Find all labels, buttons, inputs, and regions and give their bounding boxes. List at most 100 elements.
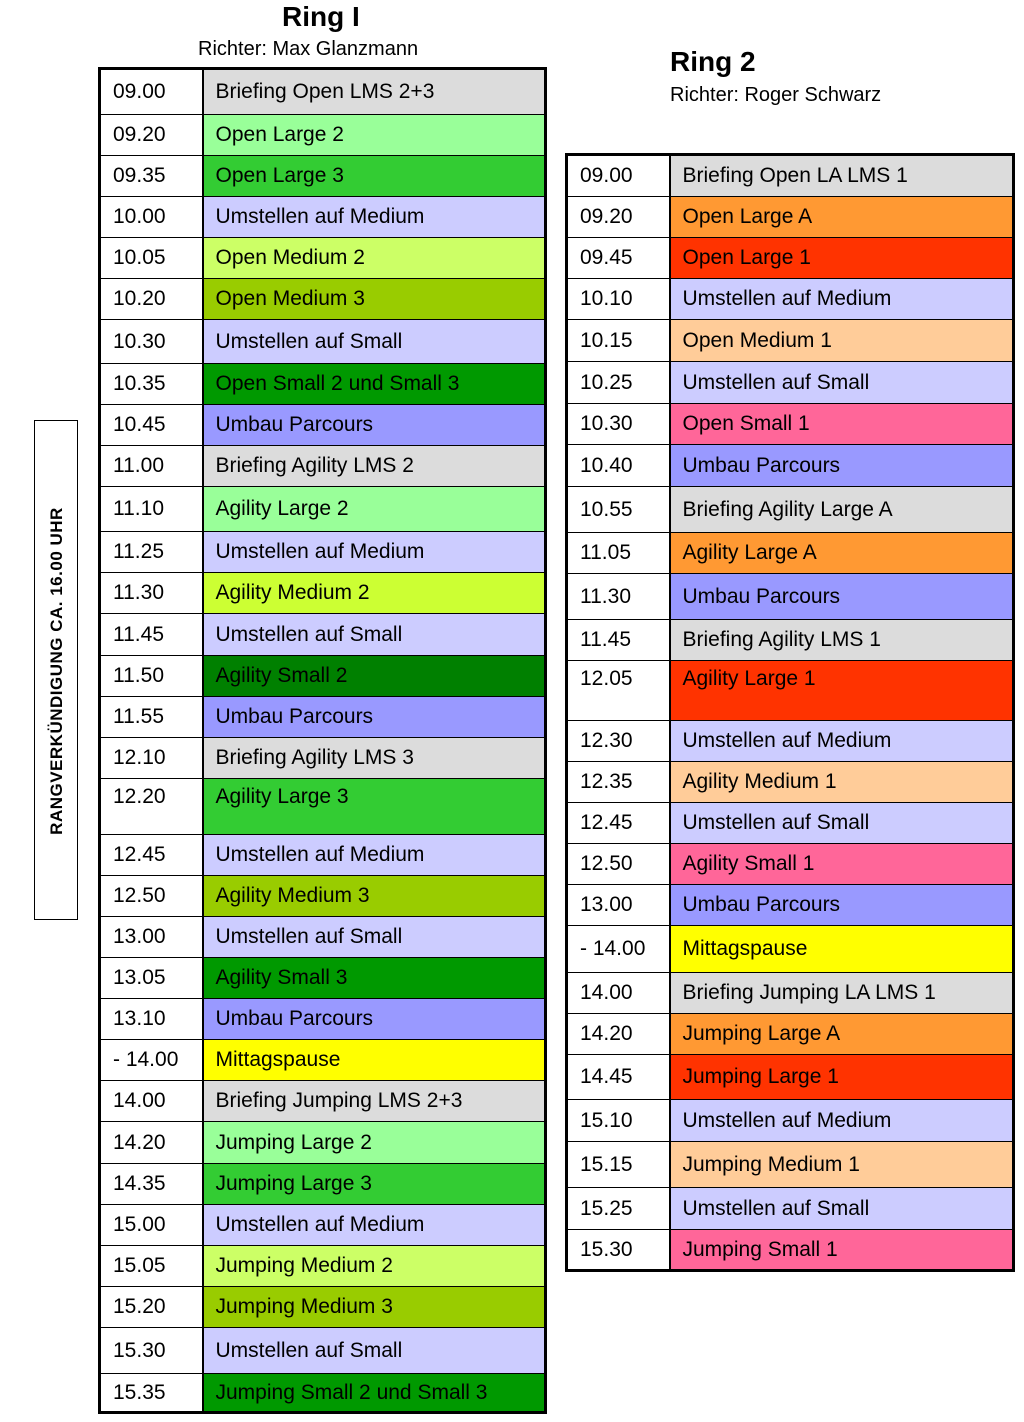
schedule-event: Umbau Parcours [202,404,546,446]
schedule-row: 12.45 Umstellen auf Small [566,802,1014,844]
schedule-event: Agility Small 2 [202,655,546,697]
schedule-row: 09.45 Open Large 1 [566,237,1014,279]
schedule-event: Briefing Open LMS 2+3 [202,68,546,115]
schedule-event: Briefing Agility LMS 2 [202,445,546,487]
schedule-event: Open Small 2 und Small 3 [202,363,546,405]
schedule-row: 10.40 Umbau Parcours [566,444,1014,487]
schedule-event: Open Small 1 [669,403,1014,445]
schedule-row: 15.30 Umstellen auf Small [99,1327,546,1374]
schedule-event: Umstellen auf Small [669,1187,1014,1230]
ring2-judge: Richter: Roger Schwarz [670,84,882,106]
schedule-time: 15.25 [566,1187,671,1230]
ring2-title: Ring 2 [670,46,756,77]
schedule-row: 12.20 Agility Large 3 [99,778,546,835]
schedule-row: 10.25 Umstellen auf Small [566,361,1014,404]
schedule-event: Briefing Jumping LA LMS 1 [669,972,1014,1014]
schedule-time: 10.35 [99,363,204,405]
schedule-event: Jumping Large 1 [669,1054,1014,1100]
schedule-row: 15.10 Umstellen auf Medium [566,1099,1014,1142]
schedule-time: 10.05 [99,237,204,279]
schedule-row: 12.50 Agility Medium 3 [99,875,546,917]
schedule-row: 14.00 Briefing Jumping LMS 2+3 [99,1080,546,1122]
schedule-row: 13.10 Umbau Parcours [99,998,546,1040]
schedule-time: 09.45 [566,237,671,279]
schedule-event: Umstellen auf Medium [202,1204,546,1246]
schedule-event: Umbau Parcours [202,998,546,1040]
schedule-event: Agility Large 2 [202,486,546,532]
schedule-event: Umstellen auf Small [202,1327,546,1374]
schedule-row: 15.20 Jumping Medium 3 [99,1286,546,1328]
schedule-event: Jumping Large A [669,1013,1014,1055]
schedule-event: Agility Large 1 [669,660,1014,721]
schedule-time: - 14.00 [566,925,671,973]
schedule-row: 15.25 Umstellen auf Small [566,1187,1014,1230]
schedule-time: 09.00 [566,154,671,197]
schedule-time: 10.20 [99,278,204,320]
schedule-event: Open Medium 2 [202,237,546,279]
schedule-time: 10.40 [566,444,671,487]
schedule-row: 09.00 Briefing Open LA LMS 1 [566,154,1014,197]
schedule-row: 15.05 Jumping Medium 2 [99,1245,546,1287]
schedule-event: Open Medium 1 [669,319,1014,362]
schedule-event: Agility Large 3 [202,778,546,835]
schedule-row: 09.20 Open Large A [566,196,1014,238]
schedule-row: 10.30 Open Small 1 [566,403,1014,445]
schedule-time: 13.05 [99,957,204,999]
schedule-time: 15.35 [99,1373,204,1413]
schedule-row: - 14.00 Mittagspause [99,1039,546,1081]
schedule-time: 14.20 [566,1013,671,1055]
schedule-event: Open Large 2 [202,114,546,156]
ring1-title: Ring I [282,1,360,32]
schedule-row: 10.10 Umstellen auf Medium [566,278,1014,320]
schedule-time: 11.50 [99,655,204,697]
schedule-event: Umstellen auf Medium [202,834,546,876]
schedule-time: 10.55 [566,486,671,533]
schedule-row: 11.30 Umbau Parcours [566,573,1014,620]
schedule-time: 11.30 [566,573,671,620]
schedule-row: 09.00 Briefing Open LMS 2+3 [99,68,546,115]
schedule-time: 12.35 [566,761,671,803]
schedule-event: Umbau Parcours [669,444,1014,487]
ring2-schedule-table: 09.00 Briefing Open LA LMS 1 09.20 Open Lar… [565,153,1015,1272]
schedule-time: 13.00 [566,884,671,926]
schedule-time: 10.30 [99,319,204,364]
schedule-row: 15.15 Jumping Medium 1 [566,1141,1014,1188]
schedule-event: Umstellen auf Medium [669,278,1014,320]
schedule-row: 11.55 Umbau Parcours [99,696,546,738]
schedule-row: 12.50 Agility Small 1 [566,843,1014,885]
schedule-row: 15.00 Umstellen auf Medium [99,1204,546,1246]
schedule-event: Jumping Large 2 [202,1121,546,1164]
schedule-row: 12.30 Umstellen auf Medium [566,720,1014,762]
schedule-row: 14.00 Briefing Jumping LA LMS 1 [566,972,1014,1014]
schedule-row: 09.20 Open Large 2 [99,114,546,156]
schedule-row: 15.30 Jumping Small 1 [566,1229,1014,1271]
schedule-event: Umstellen auf Medium [669,1099,1014,1142]
schedule-event: Open Large 3 [202,155,546,197]
schedule-time: 09.35 [99,155,204,197]
schedule-time: 12.05 [566,660,671,721]
schedule-row: 12.35 Agility Medium 1 [566,761,1014,803]
schedule-row: 14.20 Jumping Large 2 [99,1121,546,1164]
schedule-time: 10.25 [566,361,671,404]
schedule-time: 12.20 [99,778,204,835]
schedule-time: 12.30 [566,720,671,762]
schedule-row: 11.10 Agility Large 2 [99,486,546,532]
schedule-time: 13.10 [99,998,204,1040]
schedule-event: Jumping Small 2 und Small 3 [202,1373,546,1413]
ring1-schedule-table: 09.00 Briefing Open LMS 2+3 09.20 Open Larg… [98,67,547,1414]
schedule-event: Briefing Agility LMS 1 [669,619,1014,661]
schedule-event: Umstellen auf Small [202,916,546,958]
schedule-event: Agility Small 3 [202,957,546,999]
schedule-row: 11.25 Umstellen auf Medium [99,531,546,573]
schedule-row: - 14.00 Mittagspause [566,925,1014,973]
schedule-event: Umstellen auf Small [669,802,1014,844]
schedule-row: 10.55 Briefing Agility Large A [566,486,1014,533]
schedule-event: Umstellen auf Medium [202,531,546,573]
schedule-row: 11.50 Agility Small 2 [99,655,546,697]
schedule-event: Agility Medium 2 [202,572,546,614]
schedule-time: 14.20 [99,1121,204,1164]
schedule-time: 12.50 [99,875,204,917]
schedule-event: Umbau Parcours [669,573,1014,620]
schedule-event: Umstellen auf Small [202,613,546,656]
schedule-row: 12.10 Briefing Agility LMS 3 [99,737,546,779]
